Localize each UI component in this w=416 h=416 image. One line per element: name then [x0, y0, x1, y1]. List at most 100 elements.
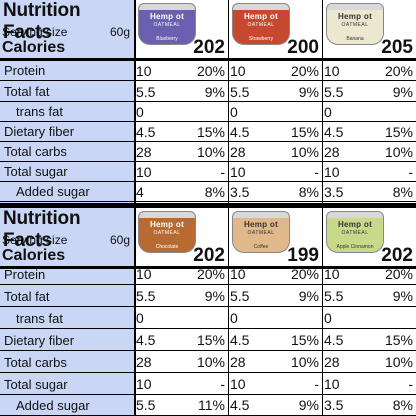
amount-value: 4: [136, 183, 144, 200]
amount-value: 10: [324, 62, 340, 79]
daily-value-percent: 9%: [204, 288, 225, 304]
daily-value-percent: 8%: [392, 183, 413, 200]
nutrient-cell: 4.5 15%: [228, 330, 322, 351]
amount-value: 0: [324, 310, 332, 326]
daily-value-percent: -: [408, 376, 413, 392]
nutrient-cell: 0: [134, 102, 228, 122]
amount-value: 10: [136, 266, 152, 282]
flavor-name: Blueberry: [156, 36, 178, 42]
amount-value: 0: [230, 103, 238, 120]
calories-value: 200: [287, 37, 319, 58]
nutrient-cell: 0: [322, 308, 416, 329]
daily-value-percent: -: [220, 376, 225, 392]
nutrient-label: Protein: [0, 264, 134, 285]
daily-value-percent: 9%: [392, 83, 413, 100]
daily-value-percent: 15%: [196, 332, 225, 348]
daily-value-percent: -: [220, 163, 225, 180]
nutrient-label: Added sugar: [0, 182, 134, 202]
nutrient-cell: 0: [322, 102, 416, 122]
daily-value-percent: 20%: [290, 266, 319, 282]
nutrient-cell: 3.5 8%: [322, 395, 416, 416]
nutrient-cell: 4.5 9%: [228, 395, 322, 416]
nutrient-label: Dietary fiber: [0, 122, 134, 142]
nutrient-cell: 4.5 15%: [228, 122, 322, 142]
product-type: OATMEAL: [153, 230, 181, 236]
amount-value: 5.5: [324, 288, 344, 304]
nutrient-cell: 10 20%: [134, 61, 228, 81]
nutrient-cell: 10 -: [322, 374, 416, 395]
daily-value-percent: 15%: [384, 332, 413, 348]
nutrient-cell: 4 8%: [134, 182, 228, 202]
amount-value: 10: [324, 376, 340, 392]
amount-value: 10: [230, 62, 246, 79]
nutrient-cell: 28 10%: [322, 142, 416, 162]
product-cup-image: Hemp ot OATMEAL Coffee: [232, 211, 290, 253]
nutrient-cell: 5.5 11%: [134, 395, 228, 416]
nutrient-cell: 10 20%: [322, 264, 416, 285]
amount-value: 4.5: [230, 332, 250, 348]
calories-value: 202: [193, 245, 225, 266]
daily-value-percent: 20%: [384, 62, 413, 79]
nutrient-cell: 4.5 15%: [134, 122, 228, 142]
brand-logo: Hemp ot: [337, 220, 373, 229]
product-column: Hemp ot OATMEAL Coffee 199 10 20% 5.5 9% 0 4.5 15%…: [228, 208, 323, 416]
daily-value-percent: 10%: [196, 143, 225, 160]
daily-value-percent: -: [408, 163, 413, 180]
daily-value-percent: 9%: [298, 397, 319, 413]
nutrient-cell: 5.5 9%: [322, 82, 416, 102]
calories-label: Calories: [2, 39, 66, 56]
calories-value: 202: [193, 37, 225, 58]
amount-value: 4.5: [230, 397, 250, 413]
amount-value: 3.5: [230, 183, 250, 200]
serving-size-value: 60g: [109, 233, 130, 247]
daily-value-percent: 10%: [290, 354, 319, 370]
serving-size-label: Serving size: [2, 233, 68, 247]
brand-logo: Hemp ot: [243, 220, 279, 229]
daily-value-percent: 10%: [196, 354, 225, 370]
daily-value-percent: 8%: [392, 397, 413, 413]
amount-value: 28: [324, 354, 340, 370]
cup-lid: [233, 4, 289, 10]
nutrient-label: trans fat: [0, 102, 134, 122]
flavor-name: Chocolate: [155, 244, 179, 250]
amount-value: 28: [136, 143, 152, 160]
label-column: Nutrition Facts Serving size 60g Calories: [0, 208, 136, 416]
daily-value-percent: 10%: [290, 143, 319, 160]
nutrient-label: Total sugar: [0, 162, 134, 182]
product-column: Hemp ot OATMEAL Blueberry 202 10 20% 5.5 9% 0 4.5…: [134, 0, 229, 203]
nutrient-cell: 5.5 9%: [228, 82, 322, 102]
flavor-name: Banana: [346, 36, 364, 42]
nutrient-cell: 0: [228, 308, 322, 329]
nutrient-label: Dietary fiber: [0, 330, 134, 351]
daily-value-percent: 15%: [384, 123, 413, 140]
daily-value-percent: 8%: [298, 183, 319, 200]
daily-value-percent: 9%: [298, 83, 319, 100]
daily-value-percent: 10%: [384, 354, 413, 370]
amount-value: 4.5: [230, 123, 250, 140]
cup-lid: [139, 212, 195, 218]
amount-value: 10: [136, 163, 152, 180]
nutrient-label: Total carbs: [0, 142, 134, 162]
nutrient-cell: 3.5 8%: [228, 182, 322, 202]
cup-lid: [139, 4, 195, 10]
nutrient-cell: 28 10%: [134, 352, 228, 373]
product-column: Hemp ot OATMEAL Banana 205 10 20% 5.5 9% 0 4.5 15%…: [322, 0, 416, 203]
nutrient-cell: 0: [134, 308, 228, 329]
calories-divider: [0, 58, 416, 61]
calories-value: 202: [381, 245, 413, 266]
brand-logo: Hemp ot: [149, 12, 185, 21]
amount-value: 5.5: [324, 83, 344, 100]
nutrient-cell: 4.5 15%: [134, 330, 228, 351]
cup-lid: [327, 4, 383, 10]
daily-value-percent: 10%: [384, 143, 413, 160]
daily-value-percent: 9%: [298, 288, 319, 304]
calories-value: 205: [381, 37, 413, 58]
nutrition-facts-title: Nutrition Facts: [3, 208, 81, 251]
product-type: OATMEAL: [153, 22, 181, 28]
nutrient-label: Protein: [0, 61, 134, 81]
nutrient-cell: 10 20%: [134, 264, 228, 285]
amount-value: 3.5: [324, 183, 344, 200]
serving-size-value: 60g: [109, 25, 130, 39]
daily-value-percent: 20%: [384, 266, 413, 282]
nutrient-cell: 10 -: [228, 162, 322, 182]
